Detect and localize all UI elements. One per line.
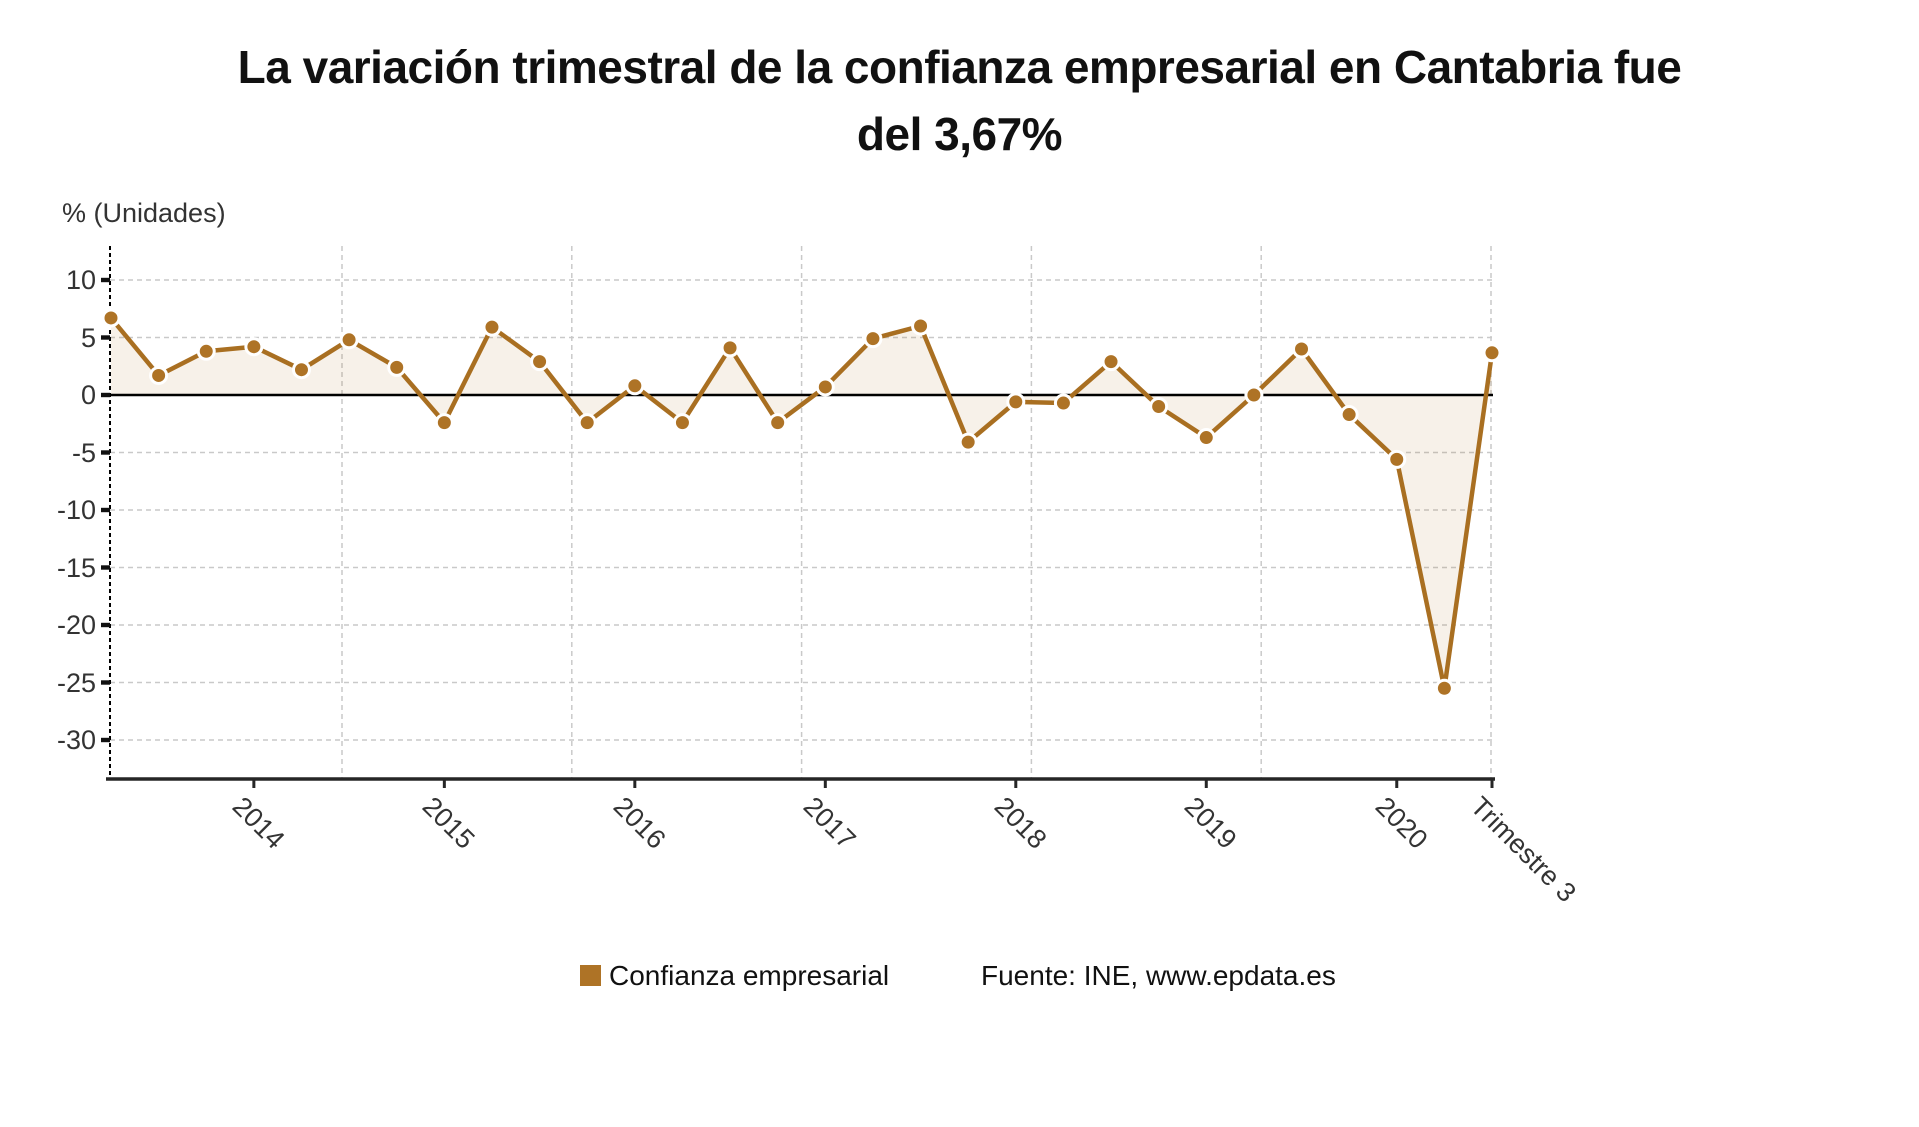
data-point-marker[interactable] — [1387, 449, 1407, 469]
data-point-marker[interactable] — [577, 413, 597, 433]
data-point-marker[interactable] — [625, 376, 645, 396]
data-point-marker[interactable] — [196, 341, 216, 361]
x-tick-label: 2016 — [607, 791, 672, 855]
data-point-marker[interactable] — [768, 413, 788, 433]
data-point-marker[interactable] — [1292, 339, 1312, 359]
x-axis-tick — [1204, 779, 1208, 788]
data-point-marker[interactable] — [1006, 392, 1026, 412]
x-axis-tick — [823, 779, 827, 788]
data-point-marker[interactable] — [815, 377, 835, 397]
y-axis-tick — [101, 392, 110, 398]
data-point-marker[interactable] — [482, 317, 502, 337]
x-axis-tick — [633, 779, 637, 788]
data-point-marker[interactable] — [1101, 352, 1121, 372]
data-point-marker[interactable] — [1339, 405, 1359, 425]
legend: Confianza empresarial Fuente: INE, www.e… — [0, 958, 1919, 994]
y-tick-label: -10 — [56, 495, 96, 525]
data-point-marker[interactable] — [1149, 397, 1169, 416]
plot-svg — [101, 246, 1502, 788]
chart-title-line-1: La variación trimestral de la confianza … — [237, 41, 1682, 93]
y-tick-label: -30 — [56, 725, 96, 755]
y-tick-label: -20 — [56, 610, 96, 640]
data-point-marker[interactable] — [863, 329, 883, 349]
data-point-marker[interactable] — [1434, 678, 1454, 698]
x-axis-tick — [1014, 779, 1018, 788]
data-point-marker[interactable] — [244, 337, 264, 357]
source-text: Fuente: INE, www.epdata.es — [981, 960, 1336, 991]
data-point-marker[interactable] — [911, 316, 931, 336]
x-tick-label: Trimestre 3 — [1464, 791, 1582, 909]
y-axis-tick — [101, 450, 110, 455]
y-tick-label: 10 — [65, 265, 96, 295]
series-area-fill — [111, 317, 1492, 689]
data-point-marker[interactable] — [1196, 428, 1216, 448]
chart-title-line-2: del 3,67% — [856, 108, 1063, 160]
data-point-marker[interactable] — [291, 360, 311, 380]
data-point-marker[interactable] — [339, 330, 359, 350]
y-tick-label: -15 — [56, 552, 96, 583]
y-axis-tick — [101, 737, 110, 743]
data-point-marker[interactable] — [387, 357, 407, 377]
y-axis-tick — [101, 680, 110, 685]
x-axis-tick — [252, 779, 256, 788]
data-point-marker[interactable] — [101, 308, 121, 328]
x-axis-tick — [1490, 779, 1494, 788]
y-tick-label: 5 — [80, 322, 96, 353]
x-axis-tick — [442, 779, 446, 788]
y-tick-label: -25 — [56, 667, 96, 698]
data-point-marker[interactable] — [958, 432, 978, 452]
y-axis-tick — [101, 335, 110, 340]
legend-series-label[interactable]: Confianza empresarial — [609, 960, 890, 991]
x-tick-label: 2014 — [226, 791, 291, 855]
x-tick-label: 2018 — [988, 791, 1053, 855]
chart-title: La variación trimestral de la confianza … — [0, 34, 1919, 168]
data-point-marker[interactable] — [1053, 393, 1073, 413]
data-point-marker[interactable] — [672, 413, 692, 433]
y-tick-label: -5 — [71, 437, 96, 468]
data-point-marker[interactable] — [1482, 343, 1502, 363]
x-tick-label: 2020 — [1369, 791, 1434, 855]
data-point-marker[interactable] — [1244, 385, 1264, 405]
data-point-marker[interactable] — [720, 338, 740, 358]
y-axis-title: % (Unidades) — [62, 198, 226, 228]
y-axis-tick — [101, 622, 110, 628]
y-tick-label: 0 — [80, 380, 96, 410]
y-axis-tick — [101, 565, 110, 570]
data-point-marker[interactable] — [149, 365, 169, 385]
plot-area: 10 5 0 -5 -10 -15 -20 -25 -30 2014 2015 2016 2017 201… — [57, 246, 1582, 908]
x-axis-tick — [1395, 779, 1399, 788]
x-tick-label: 2017 — [798, 791, 862, 855]
y-axis-tick — [101, 507, 110, 513]
x-tick-label: 2019 — [1179, 791, 1243, 855]
x-tick-label: 2015 — [417, 791, 481, 855]
data-point-marker[interactable] — [434, 413, 454, 433]
legend-swatch-icon — [580, 965, 601, 986]
data-point-marker[interactable] — [530, 352, 550, 372]
y-axis-tick — [101, 277, 110, 283]
